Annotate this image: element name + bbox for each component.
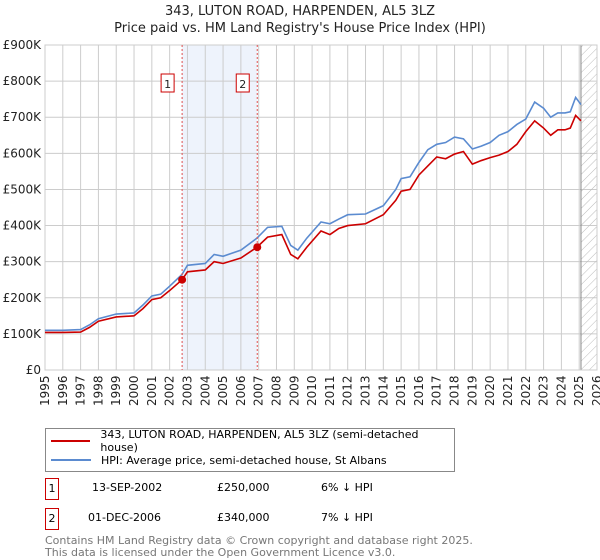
- marker-badge: 2: [45, 508, 59, 530]
- x-tick-label: 1996: [56, 375, 70, 406]
- sale-point: [253, 243, 262, 252]
- hpi-delta: 6% ↓ HPI: [321, 481, 373, 494]
- x-tick-label: 2026: [590, 375, 600, 406]
- plot-border: [44, 44, 598, 371]
- y-tick-label: £500K: [3, 182, 43, 196]
- legend: 343, LUTON ROAD, HARPENDEN, AL5 3LZ (sem…: [45, 428, 455, 472]
- x-tick-label: 1999: [109, 375, 123, 406]
- x-tick-label: 2007: [252, 375, 266, 406]
- x-tick-label: 2013: [359, 375, 373, 406]
- x-tick-label: 2017: [430, 375, 444, 406]
- price: £250,000: [217, 481, 270, 494]
- legend-item-property: 343, LUTON ROAD, HARPENDEN, AL5 3LZ (sem…: [46, 428, 454, 454]
- x-tick-label: 2006: [234, 375, 248, 406]
- x-tick-label: 1995: [38, 375, 52, 406]
- chart-subtitle: Price paid vs. HM Land Registry's House …: [114, 21, 486, 36]
- x-tick-label: 2003: [180, 375, 194, 406]
- sale-badge: [160, 73, 175, 93]
- x-tick-label: 2014: [376, 375, 390, 406]
- date: 13-SEP-2002: [92, 481, 163, 494]
- y-tick-label: £400K: [3, 219, 43, 233]
- y-tick-label: £600K: [3, 146, 43, 160]
- x-tick-label: 2011: [323, 375, 337, 406]
- sale-point: [178, 275, 187, 284]
- x-tick-label: 2008: [269, 375, 283, 406]
- x-tick-label: 2009: [287, 375, 301, 406]
- sale-badge-label: 1: [164, 78, 171, 91]
- footer: Contains HM Land Registry data © Crown c…: [45, 535, 473, 559]
- x-tick-label: 2004: [198, 375, 212, 406]
- x-tick-label: 2015: [394, 375, 408, 406]
- y-tick-label: £300K: [3, 255, 43, 269]
- x-tick-label: 2019: [465, 375, 479, 406]
- x-tick-label: 2005: [216, 375, 230, 406]
- x-tick-label: 2016: [412, 375, 426, 406]
- marker-badge: 1: [45, 478, 59, 500]
- x-tick-label: 2020: [483, 375, 497, 406]
- x-tick-label: 2024: [554, 375, 568, 406]
- x-tick-label: 2012: [341, 375, 355, 406]
- x-tick-label: 2018: [448, 375, 462, 406]
- x-tick-label: 2001: [145, 375, 159, 406]
- red-line-swatch: [51, 440, 91, 442]
- footer-line: This data is licensed under the Open Gov…: [45, 546, 396, 559]
- transaction-row-2: 2 01-DEC-2006 £340,000 7% ↓ HPI: [45, 508, 445, 530]
- y-tick-label: £700K: [3, 110, 43, 124]
- chart-title: 343, LUTON ROAD, HARPENDEN, AL5 3LZ: [164, 4, 436, 19]
- price-chart: 1995 1996 1997 1998 1999 2000 2001 2002 2003 2004…: [3, 38, 600, 406]
- series-line: [45, 114, 582, 334]
- price: £340,000: [217, 511, 270, 524]
- x-tick-label: 2022: [519, 375, 533, 406]
- x-tick-label: 2021: [501, 375, 515, 406]
- legend-label: 343, LUTON ROAD, HARPENDEN, AL5 3LZ (sem…: [100, 428, 419, 454]
- x-tick-label: 1998: [91, 375, 105, 406]
- sale-badge: [235, 73, 250, 93]
- y-tick-label: £900K: [3, 38, 43, 52]
- footer-line: Contains HM Land Registry data © Crown c…: [45, 534, 473, 547]
- legend-item-hpi: HPI: Average price, semi-detached house,…: [46, 451, 387, 469]
- x-tick-label: 2000: [127, 375, 141, 406]
- y-tick-label: £200K: [3, 291, 43, 305]
- y-tick-label: £0: [26, 363, 41, 377]
- x-tick-label: 2025: [572, 375, 586, 406]
- hpi-delta: 7% ↓ HPI: [321, 511, 373, 524]
- x-tick-label: 2023: [537, 375, 551, 406]
- y-tick-label: £800K: [3, 74, 43, 88]
- date: 01-DEC-2006: [88, 511, 162, 524]
- sale-badge-label: 2: [239, 78, 246, 91]
- legend-label: HPI: Average price, semi-detached house,…: [101, 453, 387, 467]
- x-tick-label: 2010: [305, 375, 319, 406]
- x-tick-label: 2002: [163, 375, 177, 406]
- blue-line-swatch: [51, 459, 91, 461]
- transaction-row-1: 1 13-SEP-2002 £250,000 6% ↓ HPI: [45, 478, 445, 500]
- forecast-hatch: [580, 45, 597, 370]
- x-tick-label: 1997: [74, 375, 88, 406]
- sale-period-shade: [182, 45, 258, 370]
- y-tick-label: £100K: [3, 327, 43, 341]
- series-line: [45, 95, 582, 332]
